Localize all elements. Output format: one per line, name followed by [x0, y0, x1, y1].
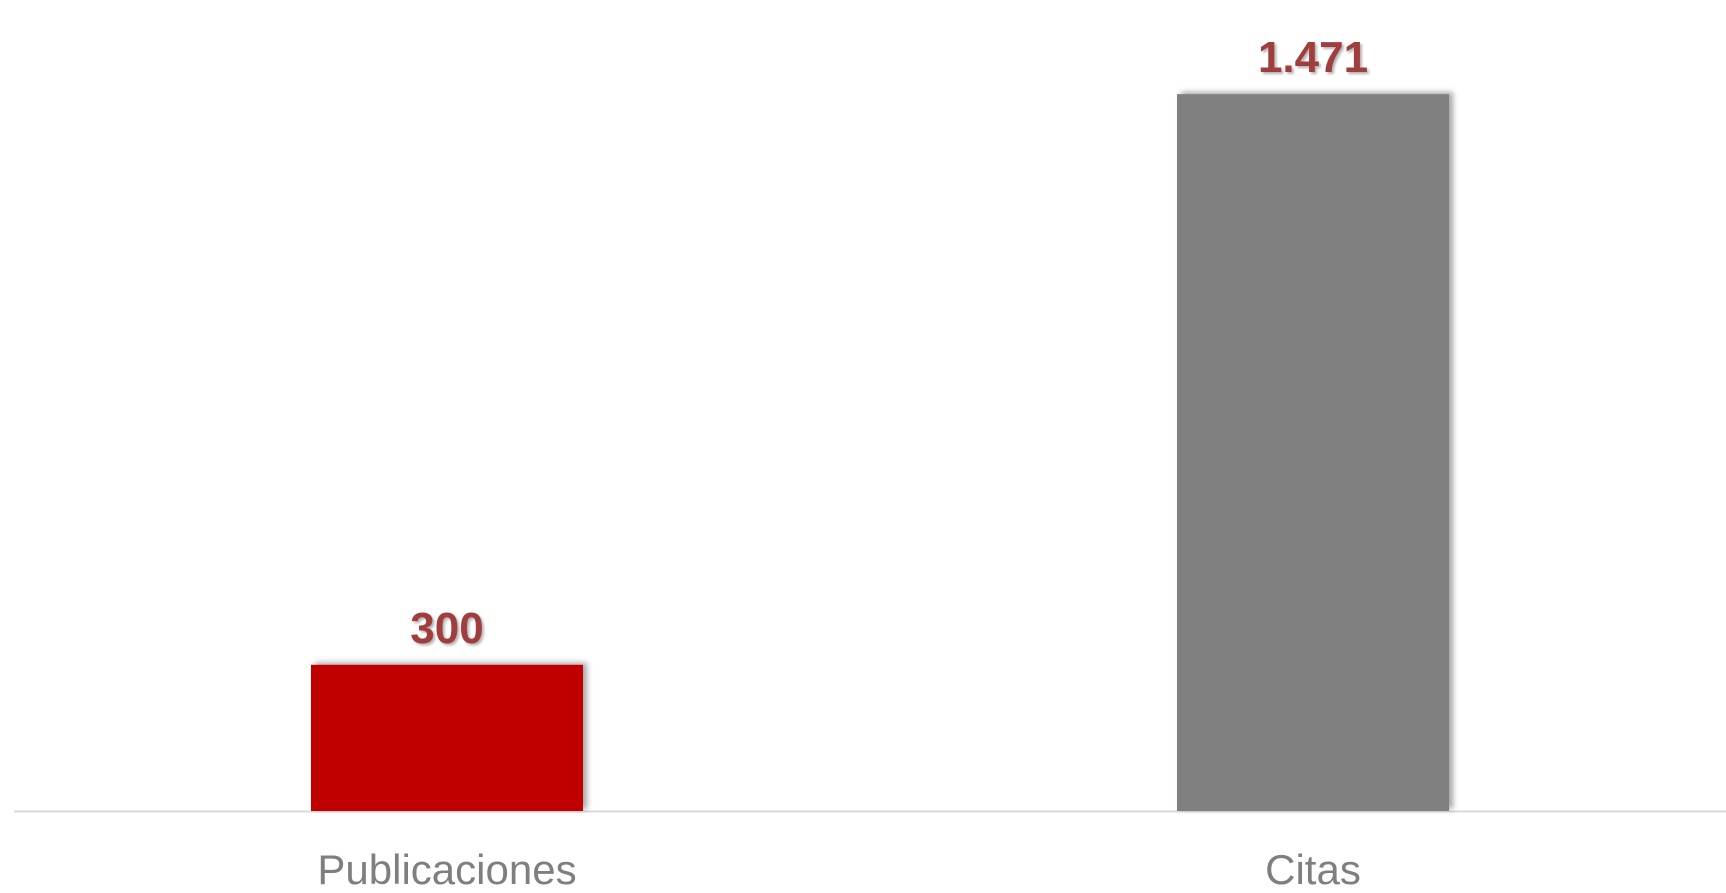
- bar-publicaciones: [311, 664, 583, 811]
- data-label-publicaciones: 300: [410, 604, 483, 653]
- plot-area: 300 Publicaciones 1.471 Citas: [14, 33, 1726, 893]
- bar-citas: [1177, 94, 1449, 811]
- x-tick-label-publicaciones: Publicaciones: [317, 846, 576, 893]
- x-tick-label-citas: Citas: [1265, 846, 1361, 893]
- data-label-citas: 1.471: [1258, 33, 1368, 82]
